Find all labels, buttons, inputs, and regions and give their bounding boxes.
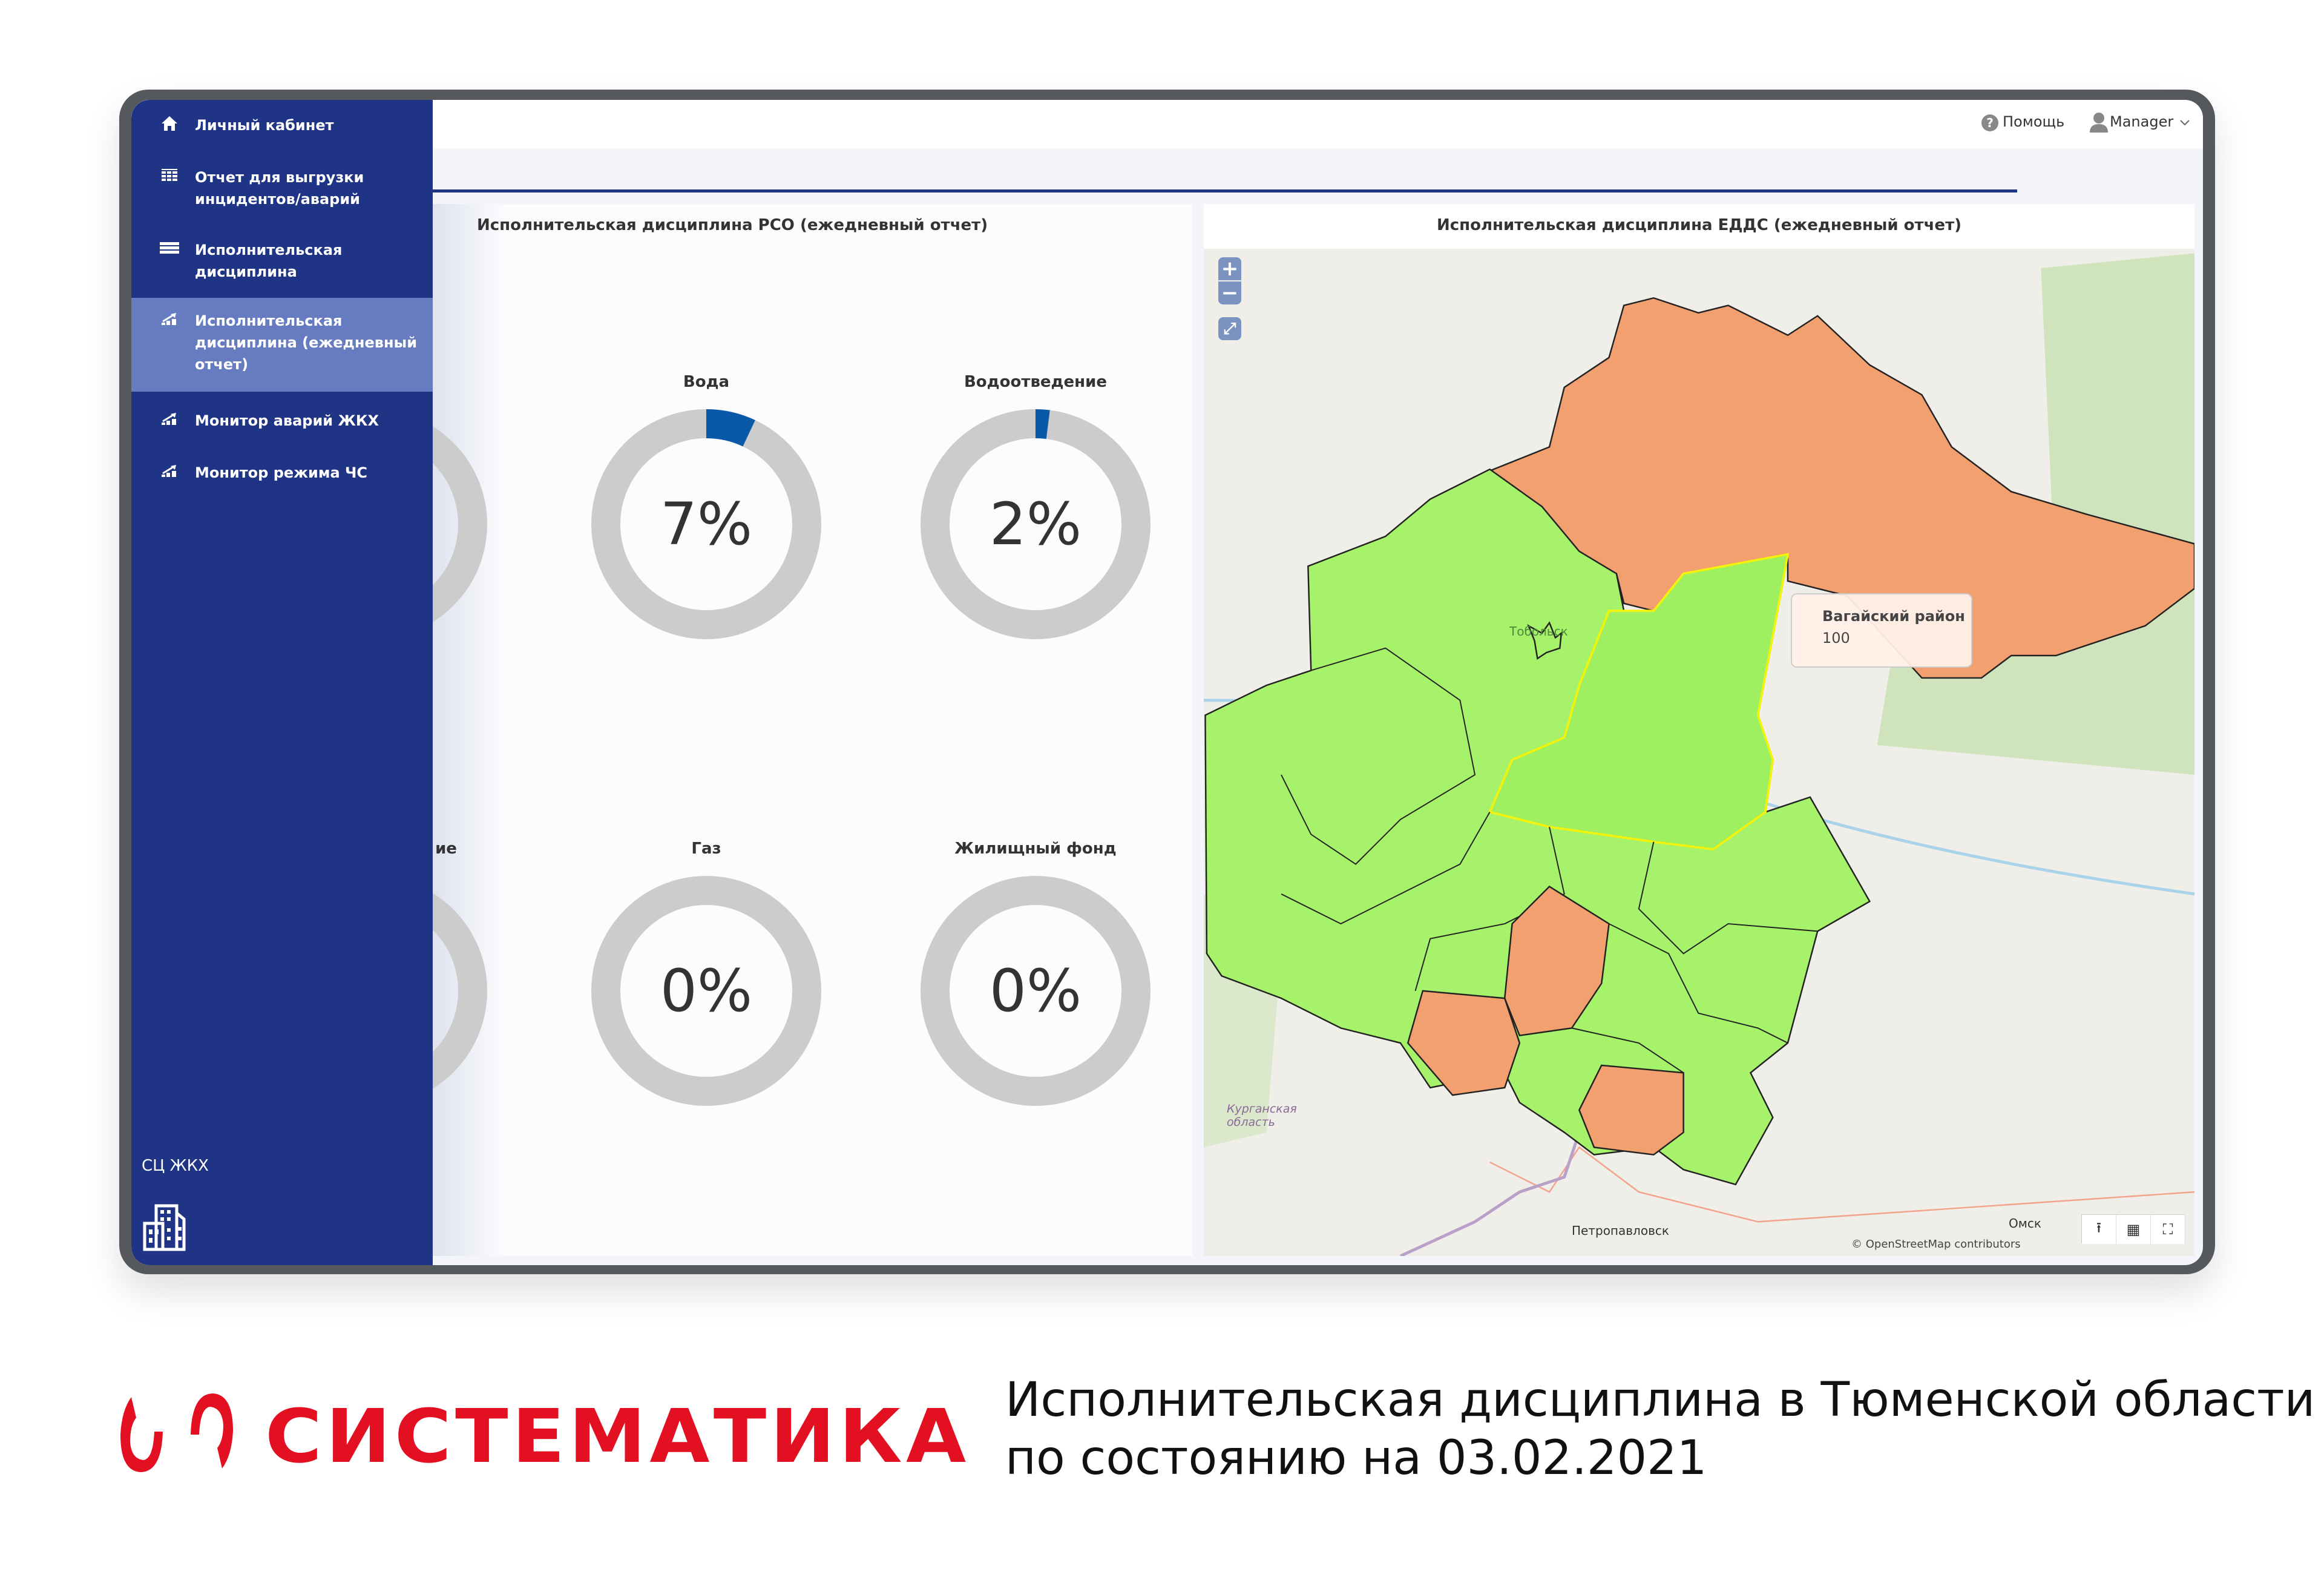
brand-name: СИСТЕМАТИКА: [265, 1393, 970, 1479]
map-label-petropavlovsk: Петропавловск: [1572, 1223, 1669, 1238]
donut-title: Газ: [691, 840, 721, 858]
map-tooltip: Вагайский район 100: [1791, 593, 1972, 668]
border-line: [1399, 1131, 1581, 1256]
donut-value-arc[interactable]: [921, 409, 1151, 639]
donut-value-label: 0%: [989, 957, 1082, 1025]
sidebar-item-label: Монитор режима ЧС: [195, 464, 368, 481]
chart-icon: [159, 310, 180, 328]
fullscreen-icon[interactable]: ⛶: [2151, 1215, 2185, 1244]
caption-line-1: Исполнительская дисциплина в Тюменской о…: [1005, 1373, 2316, 1427]
map-toolbar: ⭱ ▦ ⛶: [2081, 1214, 2185, 1244]
road: [1489, 1146, 2194, 1223]
user-icon: [2090, 113, 2108, 133]
donut-value-label: 2%: [989, 490, 1082, 558]
sidebar-item-label: Отчет для выгрузки инцидентов/аварий: [195, 169, 364, 208]
donut-value-label: 7%: [660, 490, 753, 558]
help-link[interactable]: Помощь: [2003, 113, 2065, 130]
sidebar-item-label: Исполнительская дисциплина (ежедневный о…: [195, 312, 418, 373]
buildings-icon: [143, 1204, 186, 1251]
region-bad-south[interactable]: [1407, 990, 1521, 1096]
region-vagai-highlighted[interactable]: [1488, 553, 1790, 850]
donut-chart: [921, 409, 1151, 639]
chart-icon: [159, 462, 180, 480]
map-label-tobolsk: Тобольск: [1509, 624, 1568, 639]
export-icon[interactable]: ⭱: [2082, 1215, 2116, 1244]
region-bad-south[interactable]: [1578, 1064, 1684, 1156]
sidebar-item-incident-report[interactable]: Отчет для выгрузки инцидентов/аварий: [131, 166, 433, 215]
app-screen: ? Помощь Manager Исполнительская дисципл…: [131, 100, 2203, 1265]
donut-value-label: 0%: [660, 957, 753, 1025]
donut-track: [921, 876, 1151, 1106]
rso-panel-title: Исполнительская дисциплина РСО (ежедневн…: [477, 216, 988, 234]
caption-line-2: по состоянию на 03.02.2021: [1005, 1431, 1707, 1485]
donut-title: ие: [435, 840, 457, 858]
sidebar-item-label: Монитор аварий ЖКХ: [195, 412, 379, 429]
grid-icon[interactable]: ▦: [2116, 1215, 2151, 1244]
donut-title: Водоотведение: [963, 373, 1108, 391]
donut-title: Вода: [683, 373, 730, 391]
map-label-kurgan: Курганская область: [1227, 1102, 1297, 1129]
brand-logo-icon: [120, 1393, 233, 1472]
donut-title: Жилищный фонд: [954, 840, 1117, 858]
tooltip-title: Вагайский район: [1822, 608, 1965, 625]
donut-value-arc[interactable]: [591, 409, 821, 639]
tooltip-value: 100: [1822, 630, 1850, 646]
sidebar-item-label: Личный кабинет: [195, 117, 334, 134]
question-circle-icon: ?: [1981, 114, 1998, 131]
map-attribution[interactable]: © OpenStreetMap contributors: [1851, 1238, 2021, 1251]
zoom-out-icon[interactable]: −: [1218, 281, 1241, 305]
donut-chart: [591, 876, 821, 1106]
region-bad-south[interactable]: [1503, 885, 1610, 1037]
sidebar-item-discipline-daily[interactable]: Исполнительская дисциплина (ежедневный о…: [131, 298, 433, 392]
chevron-down-icon[interactable]: [2180, 119, 2190, 127]
sidebar-item-accident-monitor[interactable]: Монитор аварий ЖКХ: [131, 410, 433, 440]
list-icon: [159, 239, 180, 257]
sidebar-item-label: Исполнительская дисциплина: [195, 242, 343, 280]
header-divider: [433, 189, 2017, 192]
sidebar-item-cabinet[interactable]: Личный кабинет: [131, 114, 433, 151]
sidebar-footer-label: СЦ ЖКХ: [142, 1157, 209, 1175]
edds-panel-title: Исполнительская дисциплина ЕДДС (ежеднев…: [1436, 216, 1962, 234]
sidebar-item-discipline[interactable]: Исполнительская дисциплина: [131, 239, 433, 288]
user-menu[interactable]: Manager: [2110, 113, 2174, 130]
sidebar-item-emergency-monitor[interactable]: Монитор режима ЧС: [131, 462, 433, 492]
tobolsk-outline: [1527, 621, 1563, 660]
zoom-in-icon[interactable]: +: [1218, 257, 1241, 281]
chart-icon: [159, 410, 180, 428]
expand-icon[interactable]: ⤢: [1218, 317, 1241, 340]
caption: Исполнительская дисциплина в Тюменской о…: [1005, 1371, 2315, 1487]
map-label-omsk: Омск: [2009, 1216, 2041, 1231]
top-header: ? Помощь Manager: [131, 100, 2203, 148]
district-borders: [1281, 647, 1818, 1074]
donut-chart: [591, 409, 821, 639]
map-svg: [1204, 249, 2194, 1256]
donut-track: [591, 876, 821, 1106]
table-icon: [159, 166, 180, 185]
sidebar: Личный кабинет Отчет для выгрузки инциде…: [131, 100, 433, 1265]
donut-chart: [921, 876, 1151, 1106]
region-map[interactable]: Тобольск Курганская область Петропавловс…: [1204, 249, 2194, 1256]
home-icon: [159, 114, 180, 133]
